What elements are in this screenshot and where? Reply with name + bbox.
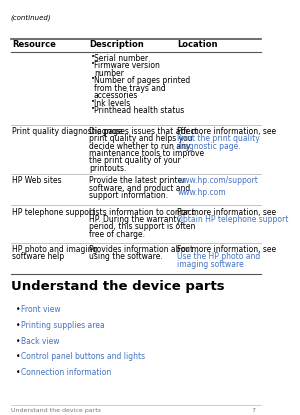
Text: HP telephone support: HP telephone support — [12, 208, 95, 217]
Text: Firmware version: Firmware version — [94, 61, 160, 71]
Text: •: • — [91, 76, 94, 82]
Text: from the trays and: from the trays and — [94, 84, 166, 93]
Text: software, and product and: software, and product and — [89, 184, 190, 193]
Text: Print quality diagnostic page: Print quality diagnostic page — [12, 127, 123, 136]
Text: •: • — [16, 305, 20, 314]
Text: software help: software help — [12, 252, 64, 261]
Text: Connection information: Connection information — [21, 368, 112, 377]
Text: Ink levels: Ink levels — [94, 99, 130, 108]
Text: www.hp.com: www.hp.com — [177, 188, 226, 197]
Text: •: • — [16, 321, 20, 330]
Text: Diagnoses issues that affect: Diagnoses issues that affect — [89, 127, 198, 136]
Text: using the software.: using the software. — [89, 252, 163, 261]
Text: Obtain HP telephone support: Obtain HP telephone support — [177, 215, 289, 224]
Text: maintenance tools to improve: maintenance tools to improve — [89, 149, 204, 158]
Text: Number of pages printed: Number of pages printed — [94, 76, 190, 85]
Text: HP photo and imaging: HP photo and imaging — [12, 245, 98, 254]
Text: Printing supplies area: Printing supplies area — [21, 321, 105, 330]
Text: •: • — [16, 337, 20, 346]
Text: Lists information to contact: Lists information to contact — [89, 208, 195, 217]
Text: Provide the latest printer: Provide the latest printer — [89, 176, 186, 186]
Text: decide whether to run any: decide whether to run any — [89, 142, 191, 151]
Text: Resource: Resource — [12, 40, 56, 49]
Text: For more information, see: For more information, see — [177, 245, 276, 254]
Text: the print quality of your: the print quality of your — [89, 156, 181, 166]
Text: accessories: accessories — [94, 91, 138, 100]
Text: For more information, see: For more information, see — [177, 208, 276, 217]
Text: Back view: Back view — [21, 337, 60, 346]
Text: Control panel buttons and lights: Control panel buttons and lights — [21, 352, 146, 361]
Text: (continued): (continued) — [11, 15, 51, 21]
Text: HP. During the warranty: HP. During the warranty — [89, 215, 181, 224]
Text: Provides information about: Provides information about — [89, 245, 194, 254]
Text: number: number — [94, 69, 124, 78]
Text: •: • — [16, 352, 20, 361]
Text: Printhead health status: Printhead health status — [94, 106, 184, 115]
Text: •: • — [91, 106, 94, 112]
Text: •: • — [91, 61, 94, 67]
Text: •: • — [91, 99, 94, 105]
Text: •: • — [16, 368, 20, 377]
Text: diagnostic page.: diagnostic page. — [177, 142, 241, 151]
Text: Print the print quality: Print the print quality — [177, 134, 260, 143]
Text: Front view: Front view — [21, 305, 61, 314]
Text: HP Web sites: HP Web sites — [12, 176, 61, 186]
Text: print quality and helps you: print quality and helps you — [89, 134, 193, 143]
Text: support information.: support information. — [89, 191, 168, 200]
Text: free of charge.: free of charge. — [89, 230, 145, 239]
Text: imaging software: imaging software — [177, 260, 244, 269]
Text: For more information, see: For more information, see — [177, 127, 276, 136]
Text: period, this support is often: period, this support is often — [89, 222, 196, 232]
Text: www.hp.com/support: www.hp.com/support — [177, 176, 258, 186]
Text: Understand the device parts: Understand the device parts — [11, 280, 224, 293]
Text: 7: 7 — [252, 408, 256, 413]
Text: •: • — [91, 54, 94, 60]
Text: Understand the device parts: Understand the device parts — [11, 408, 101, 413]
Text: Serial number: Serial number — [94, 54, 148, 63]
Text: printouts.: printouts. — [89, 164, 127, 173]
Text: Use the HP photo and: Use the HP photo and — [177, 252, 260, 261]
Text: Description: Description — [89, 40, 144, 49]
Text: Location: Location — [177, 40, 218, 49]
